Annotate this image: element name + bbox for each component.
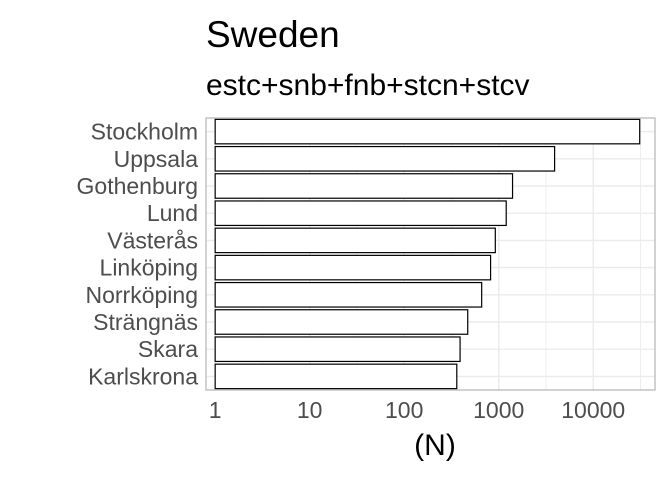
y-tick-label: Skara [138,336,198,362]
y-tick-label: Gothenburg [77,173,198,199]
x-tick-label: 10 [297,397,323,423]
y-tick-labels: StockholmUppsalaGothenburgLundVästeråsLi… [77,119,199,390]
y-tick-label: Västerås [107,227,198,253]
bar-lund [214,200,507,227]
bar-uppsala [214,145,556,172]
bar-skara [214,336,461,363]
chart-title: Sweden [206,14,340,55]
y-tick-label: Uppsala [114,146,199,172]
bar-karlskrona [214,363,458,390]
x-tick-label: 1 [209,397,222,423]
y-tick-label: Stockholm [91,119,198,145]
bar-gothenburg [214,173,514,199]
y-tick-label: Norrköping [86,282,199,308]
bar-stockholm [214,118,641,145]
bars [214,118,641,390]
y-tick-label: Linköping [100,255,198,281]
y-tick-label: Karlskrona [88,363,198,389]
chart-subtitle: estc+snb+fnb+stcn+stcv [206,69,530,102]
x-tick-label: 100 [385,397,423,423]
x-axis-title: (N) [414,429,456,462]
bar-strängnäs [214,309,469,335]
bar-linköping [214,254,492,281]
x-tick-label: 1000 [473,397,524,423]
x-tick-labels: 1 10 100 1000 10000 [209,397,625,423]
y-tick-label: Lund [147,200,198,226]
bar-norrköping [214,281,483,308]
bar-västerås [214,227,496,254]
panel-border [205,117,656,391]
y-tick-label: Strängnäs [93,309,198,335]
x-tick-label: 10000 [561,397,625,423]
